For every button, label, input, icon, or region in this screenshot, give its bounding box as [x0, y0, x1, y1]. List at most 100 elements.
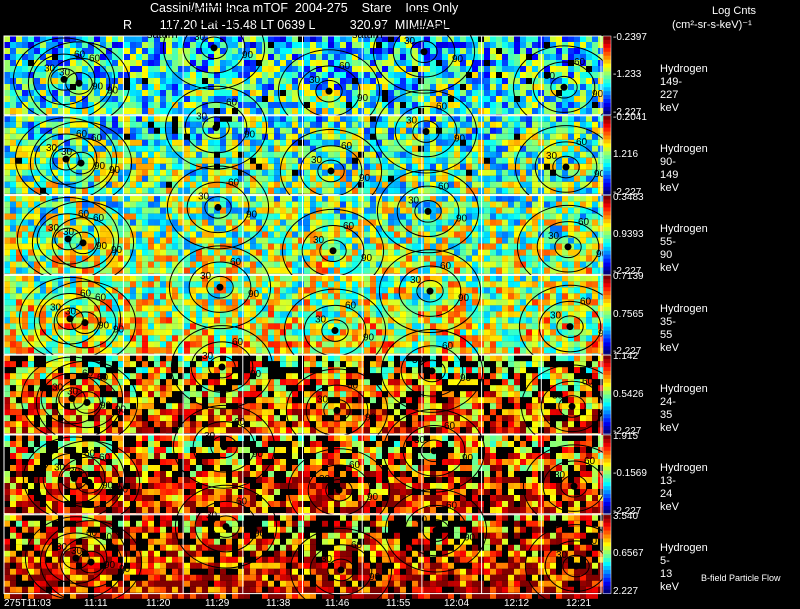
pixel [256, 255, 262, 262]
pixel [364, 145, 370, 152]
pixel [586, 213, 592, 220]
pixel [154, 72, 160, 78]
pixel [514, 84, 520, 90]
pixel [346, 48, 352, 54]
pixel [226, 66, 232, 72]
pixel [334, 54, 340, 60]
pixel [562, 42, 568, 48]
pixel [292, 121, 298, 128]
pixel [88, 195, 94, 202]
pixel [298, 60, 304, 66]
pixel [406, 157, 412, 164]
pixel [268, 115, 274, 122]
pixel [358, 48, 364, 54]
pixel [166, 267, 172, 274]
pixel [544, 157, 550, 164]
pixel [46, 151, 52, 158]
pixel [262, 151, 268, 158]
pixel [484, 207, 490, 214]
pixel [76, 163, 82, 170]
pixel [364, 84, 370, 90]
pixel [322, 261, 328, 268]
pixel [178, 90, 184, 96]
pixel [298, 207, 304, 214]
pixel [412, 281, 418, 288]
pixel [514, 267, 520, 274]
pixel [472, 281, 478, 288]
pixel [526, 255, 532, 262]
pixel [256, 169, 262, 176]
pixel [580, 237, 586, 244]
pixel [442, 287, 448, 294]
pixel [196, 213, 202, 220]
pixel [550, 275, 556, 282]
pixel [184, 261, 190, 268]
pixel [22, 293, 28, 300]
pixel [544, 60, 550, 66]
pixel [556, 84, 562, 90]
pixel [580, 213, 586, 220]
pixel [568, 151, 574, 158]
pixel [40, 90, 46, 96]
pixel [496, 78, 502, 84]
pixel [100, 195, 106, 202]
pixel [34, 195, 40, 202]
pixel [514, 195, 520, 202]
pixel [238, 36, 244, 42]
pixel [22, 175, 28, 182]
pixel [592, 115, 598, 122]
pixel [544, 231, 550, 238]
pixel [46, 267, 52, 274]
pixel [496, 201, 502, 208]
pixel [52, 267, 58, 274]
pixel [52, 219, 58, 226]
pixel [16, 305, 22, 312]
pixel [292, 54, 298, 60]
pixel [550, 231, 556, 238]
pixel [358, 181, 364, 188]
pitch-angle-contour [164, 85, 268, 170]
pixel [244, 299, 250, 306]
pixel [118, 287, 124, 294]
pixel [574, 78, 580, 84]
pixel [196, 169, 202, 176]
pixel [484, 145, 490, 152]
pixel [526, 42, 532, 48]
colorbar-step [603, 207, 611, 212]
pixel [388, 225, 394, 232]
pixel [28, 36, 34, 42]
pixel [214, 243, 220, 250]
pixel [256, 127, 262, 134]
pixel [304, 219, 310, 226]
saturn-dot [564, 243, 572, 251]
pitch-angle-contour [34, 133, 98, 185]
pixel [502, 299, 508, 306]
pixel [328, 133, 334, 140]
pixel [304, 237, 310, 244]
pixel [88, 54, 94, 60]
pixel [190, 225, 196, 232]
pixel [430, 201, 436, 208]
pixel [436, 145, 442, 152]
pixel [298, 299, 304, 306]
pixel [460, 163, 466, 170]
pixel [418, 42, 424, 48]
pixel [130, 163, 136, 170]
pixel [298, 72, 304, 78]
pixel [40, 237, 46, 244]
pixel [118, 281, 124, 288]
pixel [544, 267, 550, 274]
pixel [382, 287, 388, 294]
pixel [148, 42, 154, 48]
pixel [172, 237, 178, 244]
pixel [388, 133, 394, 140]
pixel [370, 36, 376, 42]
pixel [586, 84, 592, 90]
pixel [148, 237, 154, 244]
pixel [76, 169, 82, 176]
pixel [436, 163, 442, 170]
pixel [58, 42, 64, 48]
pixel [244, 281, 250, 288]
pixel [388, 287, 394, 294]
pixel [430, 275, 436, 282]
